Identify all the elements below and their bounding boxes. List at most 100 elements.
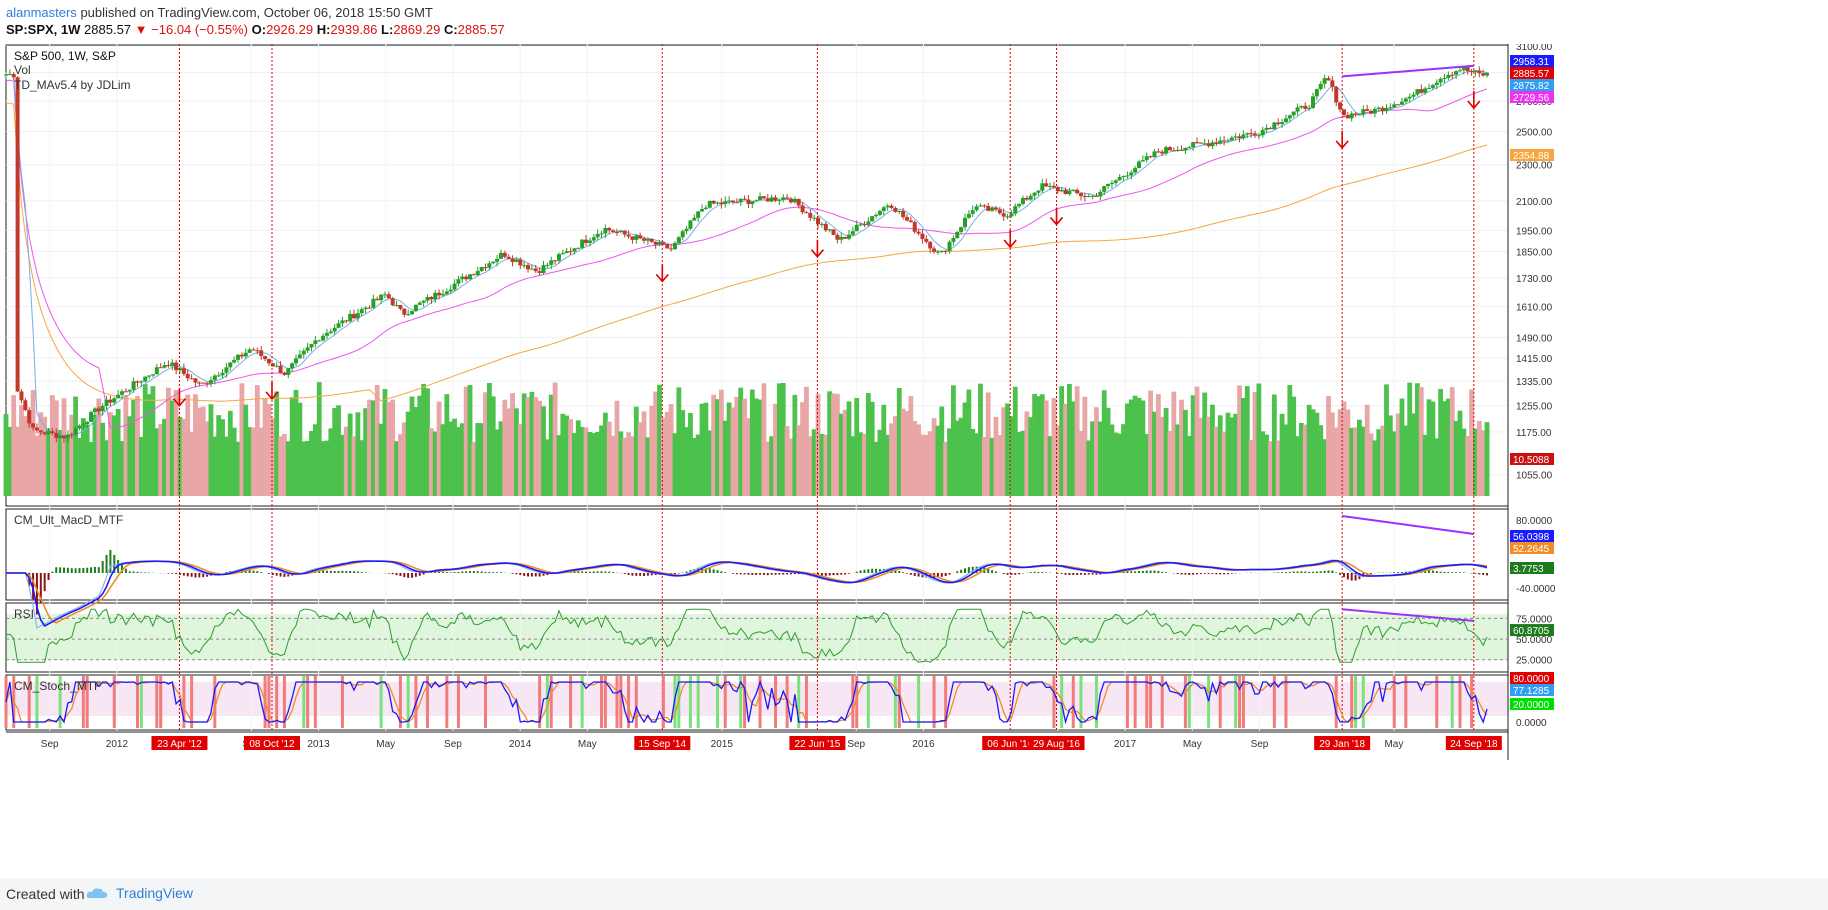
candle-body (27, 410, 32, 424)
volume-bar (108, 412, 113, 496)
tradingview-link[interactable]: TradingView (116, 885, 194, 901)
volume-bar (394, 441, 399, 496)
candle-body (761, 196, 766, 199)
candle-body (545, 264, 550, 266)
volume-bar (30, 390, 36, 496)
volume-bar (351, 436, 357, 496)
candle-body (1465, 67, 1470, 72)
candle-body (1481, 73, 1486, 76)
volume-bar (1032, 393, 1038, 496)
chart-canvas[interactable]: 3100.002900.002700.002500.002300.002100.… (0, 44, 1828, 878)
price-label-text: 2354.88 (1513, 151, 1550, 162)
stoch-signal-bar (267, 676, 271, 728)
volume-bar (815, 394, 821, 496)
volume-bar (1012, 386, 1018, 496)
volume-bar (486, 382, 492, 496)
candle-body (1461, 67, 1466, 71)
candle-body (185, 373, 190, 379)
volume-bar (1167, 431, 1173, 496)
symbol-line: SP:SPX, 1W 2885.57 ▼ −16.04 (−0.55%) O:2… (6, 22, 505, 37)
macd-histogram-bar (828, 573, 831, 576)
macd-histogram-bar (836, 573, 839, 576)
macd-histogram-bar (407, 573, 410, 578)
candle-body (1117, 177, 1122, 181)
volume-bar (746, 418, 751, 496)
candle-body (874, 214, 879, 217)
macd-histogram-bar (639, 573, 642, 576)
candle-body (908, 220, 913, 223)
macd-histogram-bar (751, 573, 754, 575)
candle-body (529, 268, 534, 270)
volume-bar (877, 429, 883, 496)
candle-body (1032, 192, 1037, 196)
candle-body (1106, 184, 1111, 187)
macd-histogram-bar (51, 571, 54, 573)
volume-bar (1465, 435, 1471, 496)
macd-histogram-bar (345, 571, 348, 573)
macd-histogram-bar (1091, 573, 1094, 575)
candle-body (1264, 127, 1269, 130)
volume-bar (630, 436, 635, 496)
macd-histogram-bar (755, 573, 758, 575)
macd-histogram-bar (202, 573, 205, 578)
macd-histogram-bar (797, 573, 800, 575)
candle-body (108, 399, 113, 403)
candle-body (120, 391, 125, 395)
candle-body (371, 298, 376, 308)
price-tick-label: 1055.00 (1516, 471, 1553, 482)
macd-histogram-bar (132, 571, 135, 573)
macd-histogram-bar (789, 573, 792, 575)
volume-bar (166, 387, 171, 496)
candle-body (526, 265, 531, 270)
author-link[interactable]: alanmasters (6, 5, 77, 20)
candle-body (568, 251, 573, 253)
stoch-signal-bar (932, 676, 936, 728)
candle-body (348, 313, 353, 322)
volume-bar (162, 418, 167, 496)
volume-bar (413, 407, 419, 496)
macd-histogram-bar (1149, 570, 1152, 573)
candle-body (518, 259, 523, 266)
macd-histogram-bar (1478, 573, 1481, 575)
volume-bar (1082, 396, 1088, 496)
macd-histogram-bar (573, 571, 576, 573)
volume-bar (1295, 436, 1300, 496)
macd-histogram-bar (465, 571, 468, 573)
volume-bar (65, 435, 71, 496)
price-tick-label: 1415.00 (1516, 354, 1553, 365)
candle-body (65, 434, 70, 439)
stoch-signal-bar (1458, 676, 1462, 728)
macd-histogram-bar (894, 570, 897, 573)
macd-histogram-bar (418, 573, 421, 576)
volume-bar (216, 415, 222, 496)
stoch-band (6, 682, 1508, 716)
volume-bar (1445, 398, 1451, 496)
volume-bar (440, 424, 446, 496)
volume-bar (1179, 399, 1184, 496)
event-date-badge (789, 736, 846, 750)
candle-body (452, 283, 457, 290)
candle-body (236, 354, 241, 360)
candle-body (448, 289, 453, 292)
candle-body (734, 202, 739, 204)
macd-histogram-bar (256, 571, 259, 573)
price-label-badge (1510, 67, 1554, 79)
volume-bar (77, 437, 82, 496)
candle-body (1137, 161, 1142, 169)
macd-histogram-bar (1474, 573, 1477, 574)
macd-histogram-bar (940, 573, 943, 577)
candle-body (564, 251, 569, 254)
candle-body (754, 200, 759, 202)
volume-bar (1051, 398, 1057, 496)
stoch-signal-bar (897, 676, 901, 728)
volume-bar (668, 404, 674, 496)
volume-bar (730, 407, 736, 496)
macd-histogram-bar (704, 568, 707, 573)
volume-bar (1213, 426, 1219, 496)
stoch-signal-bar (549, 676, 553, 728)
candle-body (645, 238, 650, 241)
candle-body (742, 198, 747, 200)
candle-body (1473, 70, 1478, 73)
macd-label-text: 52.2645 (1513, 544, 1550, 555)
macd-histogram-bar (43, 573, 46, 592)
